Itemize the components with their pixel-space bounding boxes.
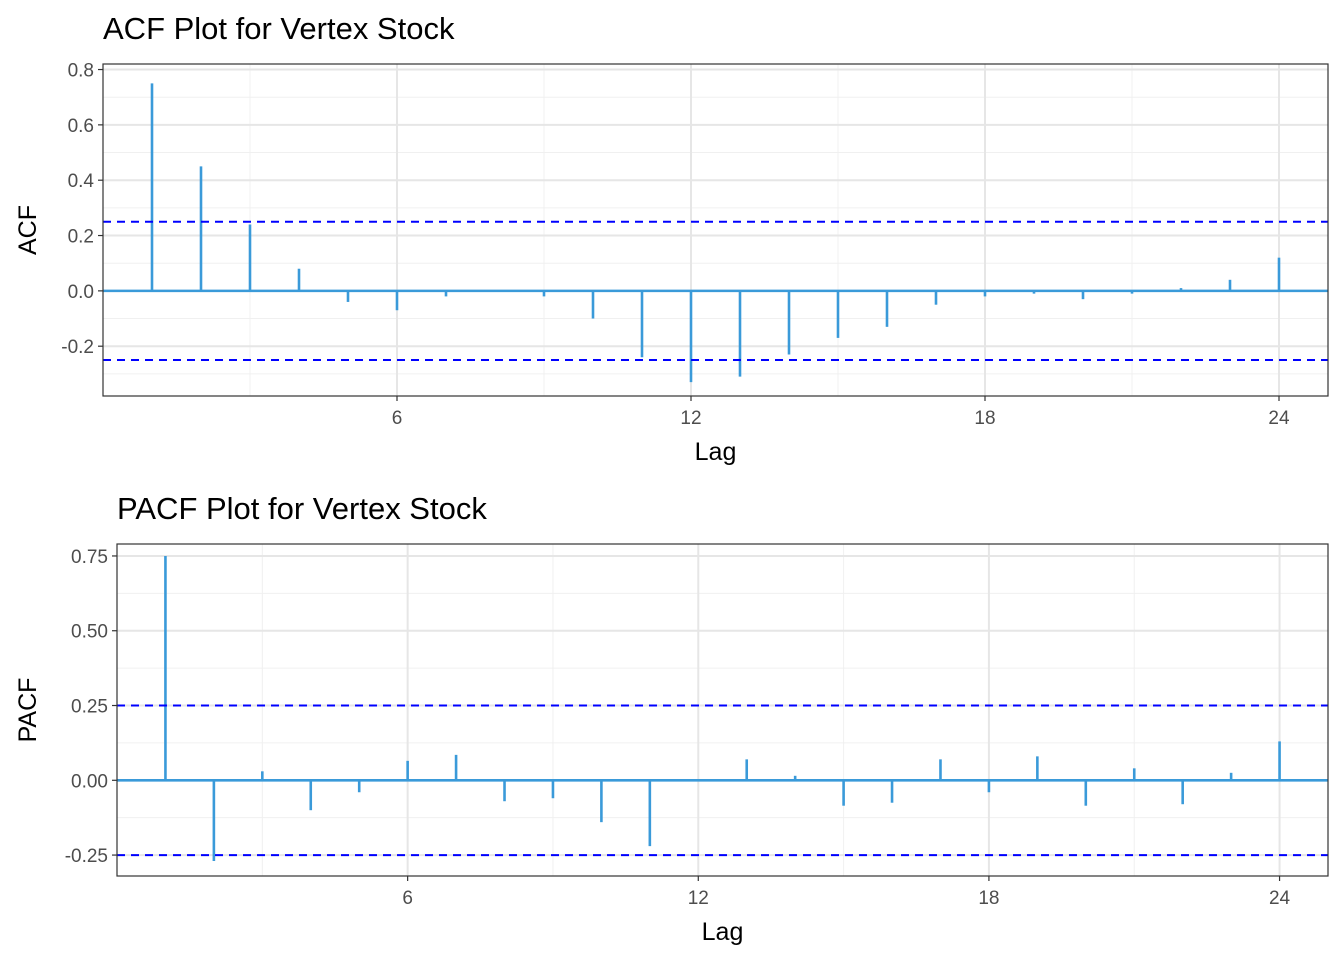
x-axis-title: Lag — [695, 438, 737, 466]
chart-title: PACF Plot for Vertex Stock — [117, 491, 487, 526]
pacf-panel: -0.25 0.00 0.25 0.50 0.75 6 12 18 24 PACF Plot fo… — [14, 491, 1329, 946]
y-tick-label: 0.2 — [68, 227, 94, 248]
y-tick-label: 0.0 — [68, 282, 94, 303]
x-tick-label: 12 — [688, 888, 709, 909]
x-tick-label: 18 — [974, 408, 995, 429]
gridlines — [103, 64, 1328, 396]
acf-panel: -0.2 0.0 0.2 0.4 0.6 0.8 6 12 18 24 ACF Plot for V… — [14, 11, 1329, 466]
y-tick-label: 0.25 — [71, 697, 108, 718]
x-tick-label: 6 — [402, 888, 413, 909]
x-tick-label: 12 — [680, 408, 701, 429]
y-tick-label: 0.6 — [68, 116, 94, 137]
panel-background — [117, 544, 1328, 876]
x-axis-title: Lag — [702, 918, 744, 946]
y-tick-label: 0.75 — [71, 547, 108, 568]
panel-border — [116, 543, 1329, 877]
x-tick-label: 24 — [1268, 408, 1290, 429]
y-tick-label: -0.25 — [65, 846, 108, 867]
panel-background — [103, 64, 1328, 396]
y-tick-label: 0.50 — [71, 622, 108, 643]
bars — [164, 555, 1281, 862]
x-tick-label: 6 — [392, 408, 403, 429]
y-tick-label: 0.4 — [68, 171, 95, 192]
x-tick-label: 24 — [1269, 888, 1291, 909]
chart-title: ACF Plot for Vertex Stock — [103, 11, 455, 46]
y-axis-title: PACF — [14, 678, 42, 743]
bars — [150, 83, 1281, 383]
y-tick-label: 0.8 — [68, 61, 94, 82]
panel-border — [102, 63, 1329, 397]
y-axis-title: ACF — [14, 205, 42, 255]
x-tick-label: 18 — [978, 888, 999, 909]
y-tick-label: -0.2 — [61, 337, 94, 358]
y-tick-label: 0.00 — [71, 771, 108, 792]
